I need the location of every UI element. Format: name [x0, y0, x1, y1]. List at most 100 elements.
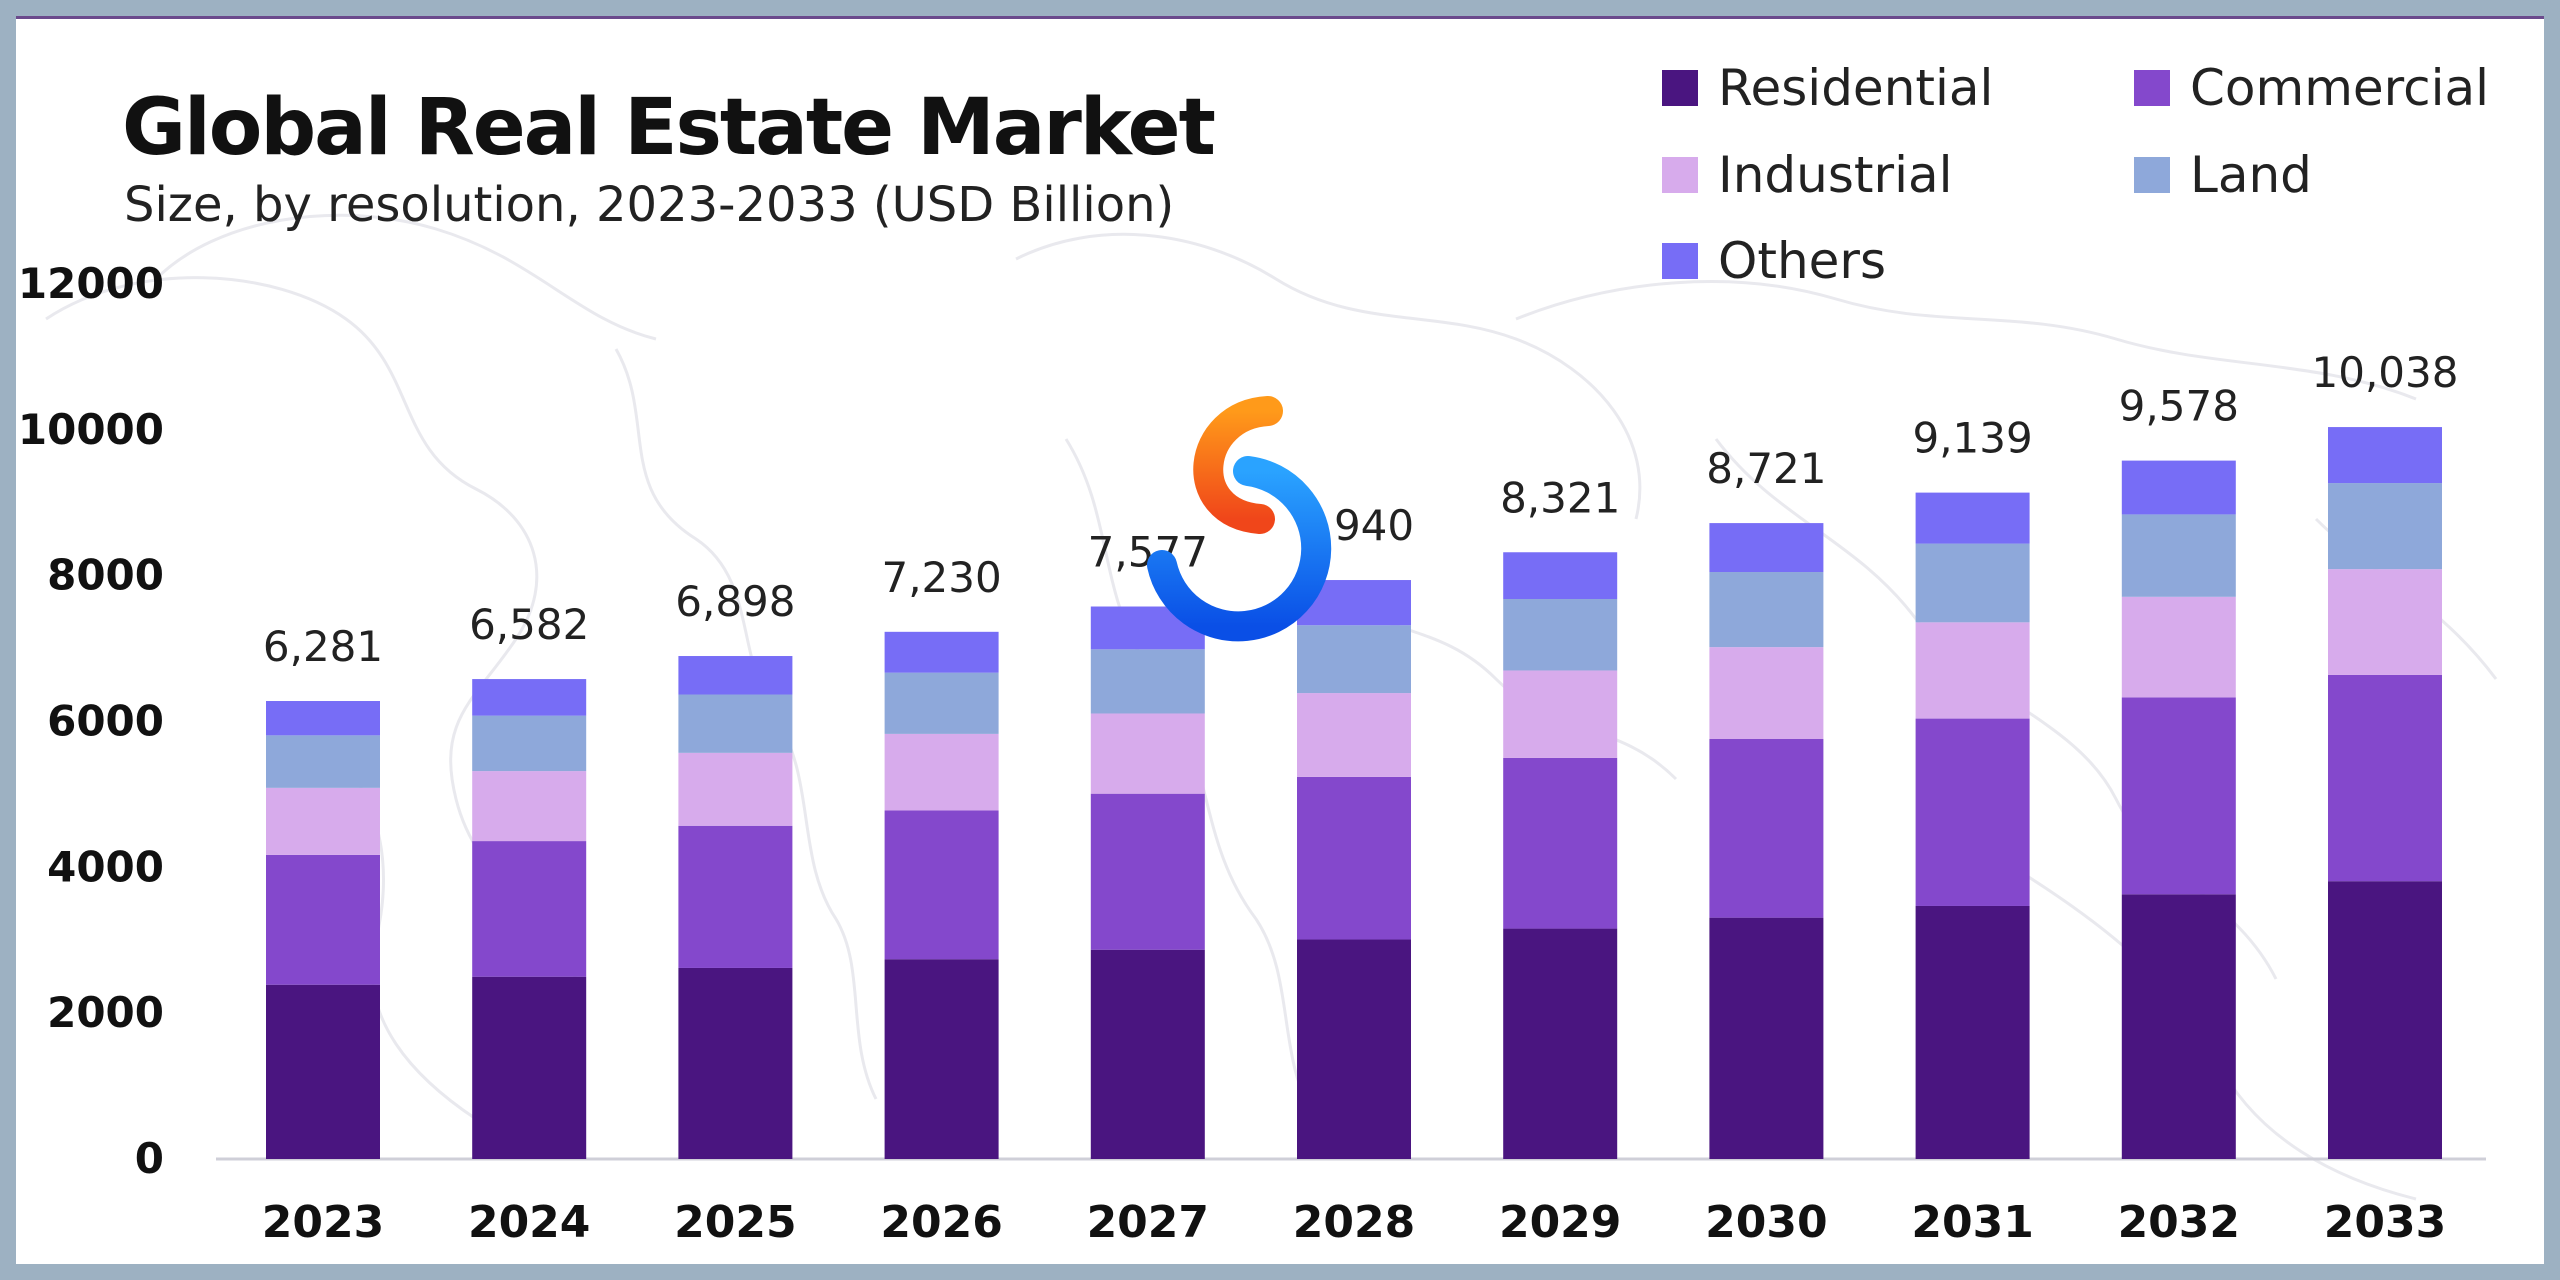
bar-segment-industrial: [1090, 713, 1205, 794]
x-tick-label: 2025: [674, 1197, 796, 1248]
bar-segment-commercial: [472, 841, 587, 977]
bar-segment-land: [1709, 572, 1824, 648]
bar-segment-residential: [884, 959, 999, 1159]
y-tick-label: 2000: [47, 988, 164, 1037]
bar-segment-others: [266, 701, 380, 736]
legend-label-land: Land: [2190, 146, 2312, 204]
bar-total-label: 9,139: [1912, 414, 2032, 463]
legend-item-industrial: Industrial: [1662, 146, 1953, 204]
y-tick-label: 8000: [47, 551, 164, 600]
bar-segment-others: [678, 656, 793, 695]
chart-subtitle: Size, by resolution, 2023-2033 (USD Bill…: [124, 177, 1175, 233]
bar-segment-commercial: [1503, 757, 1618, 929]
bar-segment-residential: [266, 984, 380, 1159]
bar-total-label: 6,582: [469, 600, 589, 649]
legend-swatch-land: [2134, 157, 2170, 193]
bar-segment-residential: [1090, 949, 1205, 1159]
bar-segment-industrial: [1503, 670, 1618, 758]
bar-segment-land: [678, 694, 793, 753]
legend-item-residential: Residential: [1662, 59, 1994, 117]
x-tick-label: 2030: [1705, 1197, 1827, 1248]
bar-segment-commercial: [678, 825, 793, 968]
bar-segment-industrial: [472, 771, 587, 842]
bar-total-label: 10,038: [2312, 348, 2459, 397]
bar-segment-residential: [1709, 917, 1824, 1159]
legend-swatch-others: [1662, 243, 1698, 279]
bar-segment-residential: [678, 967, 793, 1159]
stacked-bar-chart: 0 2000 4000 6000 8000 10000 12000 6,281 2023 6,58…: [18, 259, 2486, 1248]
legend-label-industrial: Industrial: [1718, 146, 1953, 204]
bar-segment-residential: [2328, 881, 2442, 1159]
bar-segment-industrial: [1297, 693, 1411, 777]
bar-total-label: 9,578: [2119, 382, 2239, 431]
logo-ring-icon: [1147, 396, 1332, 642]
bar-segment-industrial: [2328, 569, 2442, 675]
x-tick-label: 2023: [262, 1197, 384, 1248]
bar-segment-others: [1915, 492, 2030, 544]
y-tick-label: 10000: [18, 405, 164, 454]
x-tick-label: 2028: [1293, 1197, 1415, 1248]
bar-segment-residential: [472, 976, 587, 1159]
bar-segment-land: [1297, 625, 1411, 694]
x-tick-label: 2026: [880, 1197, 1002, 1248]
bar-segment-residential: [1915, 905, 2030, 1159]
bar-segment-residential: [1503, 928, 1618, 1159]
bar-segment-others: [1709, 523, 1824, 573]
bar-total-label: 6,898: [675, 577, 795, 626]
bar-segment-land: [2328, 483, 2442, 570]
legend-item-others: Others: [1662, 232, 1887, 290]
y-tick-label: 0: [135, 1134, 164, 1183]
bar-segment-industrial: [678, 752, 793, 826]
chart-frame: Global Real Estate Market Size, by resol…: [16, 16, 2544, 1264]
legend-swatch-commercial: [2134, 70, 2170, 106]
x-tick-label: 2033: [2324, 1197, 2446, 1248]
bar-segment-industrial: [1915, 622, 2030, 719]
legend-label-commercial: Commercial: [2190, 59, 2490, 117]
bar-segment-commercial: [1297, 776, 1411, 940]
legend-label-residential: Residential: [1718, 59, 1994, 117]
bar-total-label: 8,321: [1500, 473, 1620, 522]
bar-segment-commercial: [1709, 739, 1824, 918]
legend-swatch-residential: [1662, 70, 1698, 106]
bar-segment-residential: [2121, 894, 2236, 1159]
x-tick-label: 2031: [1911, 1197, 2033, 1248]
bar-segment-commercial: [1090, 793, 1205, 950]
legend-item-land: Land: [2134, 146, 2312, 204]
bar-total-label: 7,230: [881, 553, 1001, 602]
y-tick-label: 6000: [47, 697, 164, 746]
bar-segment-others: [884, 631, 999, 673]
x-tick-label: 2024: [468, 1197, 590, 1248]
bar-segment-industrial: [266, 787, 380, 855]
legend-label-others: Others: [1718, 232, 1887, 290]
bar-segment-commercial: [884, 810, 999, 960]
bar-segment-commercial: [266, 854, 380, 985]
bar-segment-commercial: [2328, 674, 2442, 882]
legend-swatch-industrial: [1662, 157, 1698, 193]
bar-segment-land: [884, 672, 999, 734]
bar-segment-residential: [1297, 939, 1411, 1159]
bar-segment-land: [1090, 649, 1205, 714]
bar-segment-industrial: [884, 733, 999, 811]
chart-title: Global Real Estate Market: [122, 83, 1216, 173]
bar-segment-land: [1503, 599, 1618, 671]
bar-total-label: 6,281: [263, 622, 383, 671]
x-tick-label: 2027: [1087, 1197, 1209, 1248]
bar-segment-others: [2121, 460, 2236, 515]
legend-item-commercial: Commercial: [2134, 59, 2490, 117]
bar-segment-land: [1915, 543, 2030, 623]
y-tick-label: 12000: [18, 259, 164, 308]
bar-segment-commercial: [2121, 697, 2236, 895]
bar-segment-others: [1503, 552, 1618, 599]
x-tick-label: 2032: [2118, 1197, 2240, 1248]
y-tick-label: 4000: [47, 842, 164, 891]
bar-segment-others: [472, 679, 587, 716]
bar-segment-land: [472, 715, 587, 772]
bar-segment-others: [2328, 427, 2442, 484]
bar-segment-commercial: [1915, 718, 2030, 906]
x-tick-label: 2029: [1499, 1197, 1621, 1248]
bar-segment-industrial: [1709, 647, 1824, 739]
bar-total-label: 8,721: [1706, 444, 1826, 493]
bar-segment-industrial: [2121, 596, 2236, 698]
bar-segment-land: [266, 735, 380, 788]
bar-segment-land: [2121, 514, 2236, 597]
